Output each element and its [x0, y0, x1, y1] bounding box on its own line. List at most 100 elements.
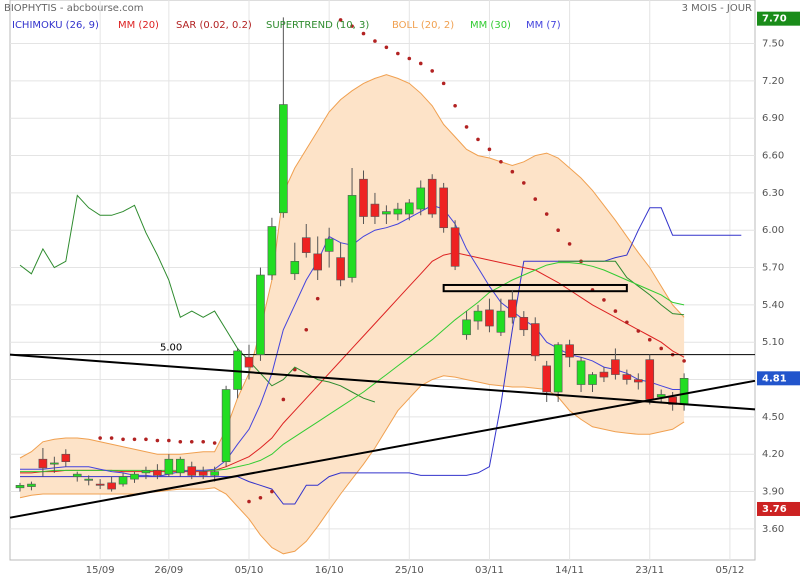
sar-dot: [144, 437, 148, 442]
y-tick-label: 4.20: [762, 449, 784, 460]
sar-dot: [533, 197, 538, 201]
candle-body: [633, 379, 643, 383]
candle-body: [290, 261, 300, 275]
legend-entry: MM (30): [470, 20, 511, 31]
candle-body: [553, 344, 563, 393]
plot-area: 3.603.904.204.504.805.105.405.706.006.30…: [9, 0, 800, 576]
sar-dot: [338, 18, 343, 22]
sar-dot: [522, 181, 526, 185]
candle-body: [301, 237, 311, 253]
sar-dot: [407, 56, 412, 61]
price-label-box: [757, 501, 800, 516]
candle-body: [210, 471, 219, 476]
candle-body: [404, 202, 414, 215]
candle-body: [599, 371, 609, 378]
chart-title: BIOPHYTIS - abcbourse.com: [4, 3, 144, 14]
candle-body: [95, 483, 105, 486]
y-tick-label: 3.90: [762, 487, 784, 498]
candle-body: [668, 396, 677, 405]
legend-entry: MM (20): [118, 20, 159, 31]
candle-body: [611, 359, 620, 375]
candle-body: [118, 476, 128, 485]
candle-body: [187, 466, 197, 476]
y-tick-label: 4.50: [762, 412, 784, 423]
sar-dot: [189, 439, 194, 444]
candle-body: [244, 356, 254, 368]
candle-body: [416, 187, 426, 210]
sar-dot: [201, 439, 205, 444]
sar-dot: [453, 103, 457, 108]
sar-dot: [109, 436, 114, 440]
sar-dot: [441, 81, 446, 86]
candle-body: [50, 462, 59, 465]
zone-box: [442, 283, 628, 293]
y-tick-label: 7.20: [762, 76, 784, 87]
sar-dot: [304, 327, 309, 332]
y-tick-label: 6.00: [762, 225, 784, 236]
candle-body: [382, 211, 391, 215]
y-tick-label: 6.90: [762, 113, 784, 124]
candle-body: [153, 470, 162, 476]
price-label: 3.76: [762, 504, 787, 515]
candle-body: [176, 458, 185, 474]
price-label: 7.70: [762, 14, 787, 25]
sar-dot: [270, 489, 274, 494]
sar-dot: [613, 309, 618, 313]
sar-dot: [247, 499, 251, 504]
candle-body: [313, 253, 323, 271]
candle-body: [324, 238, 334, 252]
sar-dot: [384, 45, 389, 50]
legend-entry: BOLL (20, 2): [392, 20, 454, 31]
plot-frame: [9, 0, 756, 561]
candle-body: [588, 374, 597, 385]
x-tick-label: 16/10: [315, 565, 344, 576]
candle-body: [72, 473, 82, 477]
sar-dot: [132, 437, 137, 442]
candle-body: [496, 310, 506, 333]
candle-body: [679, 378, 689, 405]
trendline: [9, 379, 756, 519]
sar-dot: [647, 337, 652, 342]
sar-dot: [510, 169, 515, 174]
candle-body: [645, 359, 655, 400]
sar-dot: [281, 397, 286, 402]
bollinger-band: [20, 74, 685, 554]
y-tick-label: 7.50: [762, 39, 784, 50]
period-label: 3 MOIS - JOUR: [682, 3, 752, 14]
legend-entry: SUPERTREND (10, 3): [266, 20, 369, 31]
sar-dot: [544, 212, 549, 216]
sar-dot: [155, 438, 160, 443]
y-tick-label: 3.60: [762, 524, 784, 535]
candle-body: [427, 178, 437, 215]
candle-body: [267, 226, 277, 276]
candle-body: [393, 208, 403, 215]
indicator-line: [20, 207, 742, 505]
x-tick-label: 05/12: [715, 565, 744, 576]
candle-body: [27, 483, 36, 487]
sar-dot: [98, 436, 102, 440]
y-tick-label: 5.70: [762, 263, 784, 274]
candle-body: [473, 310, 483, 322]
trendline: [9, 353, 756, 411]
candle-body: [519, 317, 529, 331]
candle-body: [38, 458, 48, 469]
candle-body: [256, 274, 265, 355]
sar-dot: [178, 439, 183, 444]
sar-dot: [682, 359, 686, 363]
x-tick-label: 03/11: [475, 565, 504, 576]
candle-body: [462, 319, 471, 336]
candle-body: [508, 299, 517, 318]
sar-dot: [430, 69, 435, 73]
y-tick-label: 6.30: [762, 188, 784, 199]
sar-dot: [659, 346, 663, 351]
x-tick-label: 14/11: [555, 565, 584, 576]
candle-body: [347, 195, 357, 278]
sar-dot: [418, 61, 423, 66]
candle-body: [130, 473, 139, 480]
candle-body: [15, 485, 25, 489]
sar-dot: [396, 51, 400, 56]
legend-entry: ICHIMOKU (26, 9): [12, 20, 99, 31]
y-tick-label: 6.60: [762, 151, 784, 162]
candle-body: [221, 389, 231, 462]
